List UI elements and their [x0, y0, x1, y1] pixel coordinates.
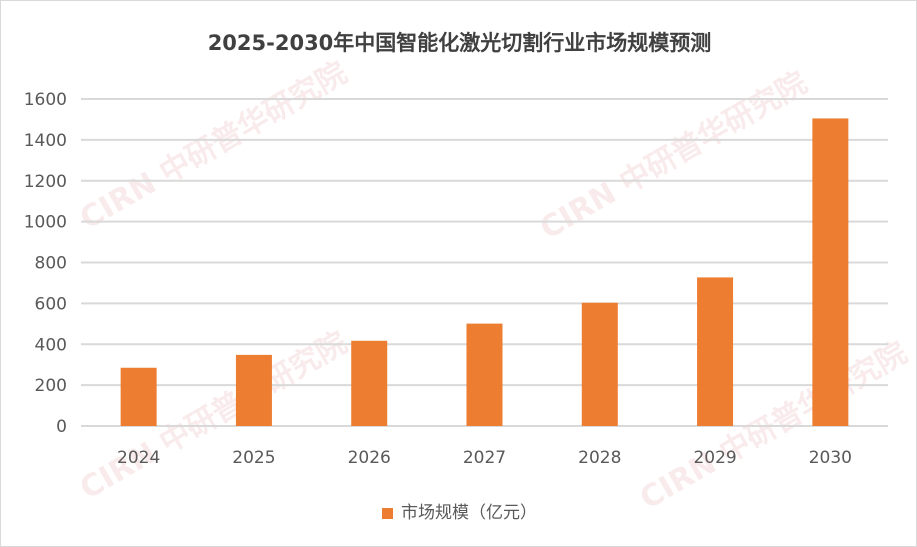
x-tick-label: 2028 — [578, 448, 621, 468]
y-tick-label: 400 — [35, 335, 67, 355]
x-tick-label: 2029 — [693, 448, 736, 468]
y-tick-label: 1400 — [24, 131, 67, 151]
bar-2028 — [581, 302, 618, 426]
bar-2026 — [351, 340, 388, 426]
bar-2025 — [235, 354, 272, 426]
bar-2027 — [466, 323, 503, 426]
y-tick-label: 1000 — [24, 213, 67, 233]
y-tick-label: 1600 — [24, 90, 67, 110]
bar-2024 — [120, 367, 157, 426]
bar-2030 — [812, 118, 849, 427]
bar-2029 — [697, 277, 734, 426]
x-tick-label: 2024 — [117, 448, 160, 468]
legend: 市场规模（亿元） — [1, 498, 916, 523]
x-tick-label: 2025 — [232, 448, 275, 468]
y-tick-label: 600 — [35, 294, 67, 314]
x-tick-label: 2026 — [348, 448, 391, 468]
y-tick-label: 1200 — [24, 172, 67, 192]
y-tick-label: 0 — [56, 417, 67, 437]
x-tick-label: 2030 — [809, 448, 852, 468]
y-tick-label: 800 — [35, 254, 67, 274]
chart-title: 2025-2030年中国智能化激光切割行业市场规模预测 — [207, 31, 712, 55]
y-tick-label: 200 — [35, 376, 67, 396]
x-tick-label: 2027 — [463, 448, 506, 468]
legend-swatch — [382, 507, 393, 519]
legend-label: 市场规模（亿元） — [401, 503, 537, 523]
